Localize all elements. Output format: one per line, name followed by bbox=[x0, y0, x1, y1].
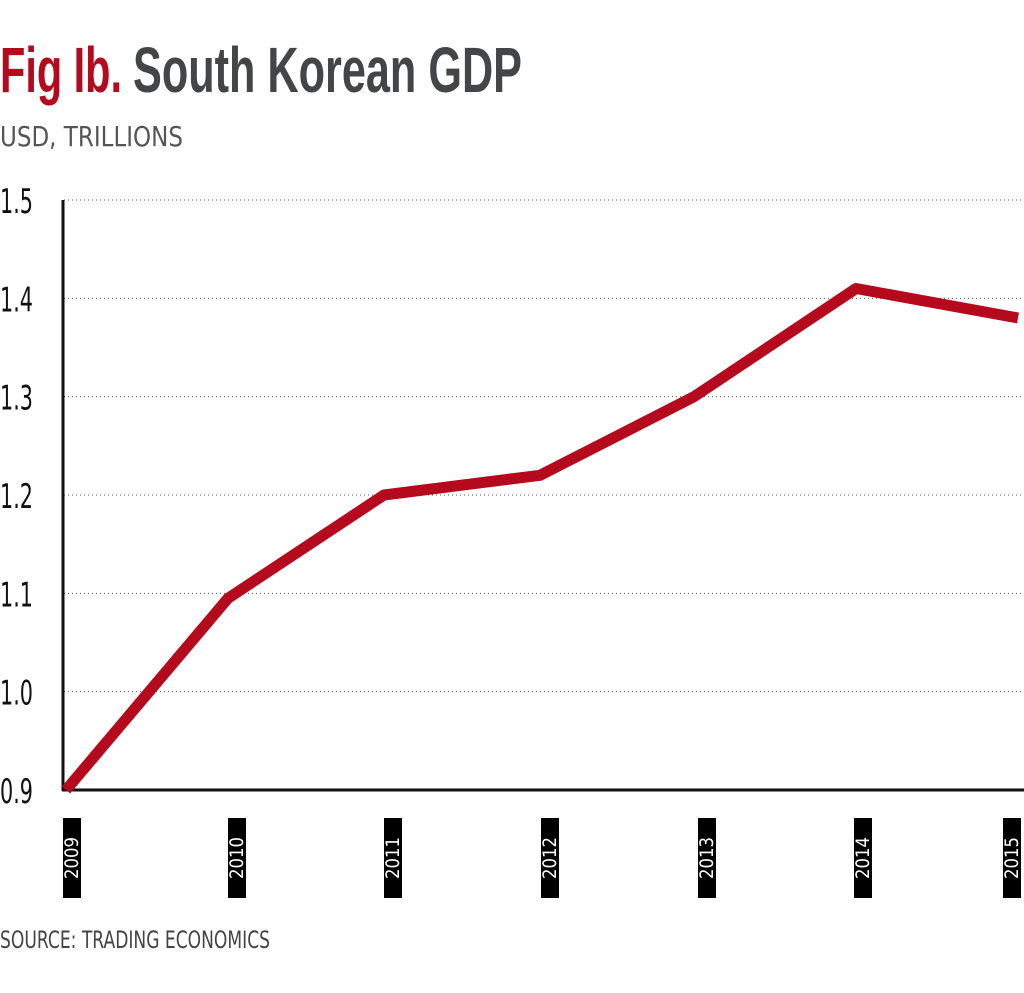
gdp-series-line bbox=[61, 283, 1019, 794]
x-axis-ticks: 2009 2010 2011 2012 2013 2014 2015 bbox=[61, 818, 1023, 898]
y-tick-label: 1.5 bbox=[0, 182, 33, 222]
y-tick-label: 1.0 bbox=[0, 674, 33, 714]
title-prefix: Fig Ib. bbox=[0, 34, 122, 106]
y-tick-label: 1.4 bbox=[0, 280, 33, 320]
svg-text:Fig Ib.: Fig Ib. bbox=[0, 34, 122, 106]
source-note: SOURCE: TRADING ECONOMICS bbox=[0, 926, 270, 954]
y-tick-label: 1.2 bbox=[0, 477, 33, 517]
x-tick-box bbox=[698, 818, 716, 898]
y-tick-label: 0.9 bbox=[0, 772, 33, 812]
x-tick-2012: 2012 bbox=[539, 818, 561, 898]
x-tick-2011: 2011 bbox=[382, 818, 404, 898]
x-tick-label: 2009 bbox=[61, 837, 83, 879]
x-tick-2014: 2014 bbox=[852, 818, 874, 898]
x-tick-box bbox=[384, 818, 402, 898]
x-tick-box bbox=[228, 818, 246, 898]
x-tick-label: 2013 bbox=[696, 837, 718, 879]
x-tick-box bbox=[854, 818, 872, 898]
x-tick-box bbox=[1003, 818, 1021, 898]
x-tick-2010: 2010 bbox=[226, 818, 248, 898]
x-tick-box bbox=[541, 818, 559, 898]
x-tick-label: 2014 bbox=[852, 837, 874, 879]
x-tick-label: 2011 bbox=[382, 837, 404, 879]
y-axis-ticks: 0.9 1.0 1.1 1.2 1.3 1.4 1.5 bbox=[0, 182, 33, 812]
x-tick-label: 2015 bbox=[1001, 837, 1023, 879]
x-tick-2013: 2013 bbox=[696, 818, 718, 898]
y-tick-label: 1.1 bbox=[0, 575, 33, 615]
x-tick-box bbox=[63, 818, 81, 898]
x-tick-2015: 2015 bbox=[1001, 818, 1023, 898]
x-tick-label: 2010 bbox=[226, 837, 248, 879]
chart-subtitle: USD, TRILLIONS bbox=[0, 120, 183, 153]
y-tick-label: 1.3 bbox=[0, 379, 33, 419]
x-tick-label: 2012 bbox=[539, 837, 561, 879]
gridlines bbox=[64, 199, 1024, 693]
x-tick-2009: 2009 bbox=[61, 818, 83, 898]
chart-title: South Korean GDP bbox=[133, 34, 522, 106]
